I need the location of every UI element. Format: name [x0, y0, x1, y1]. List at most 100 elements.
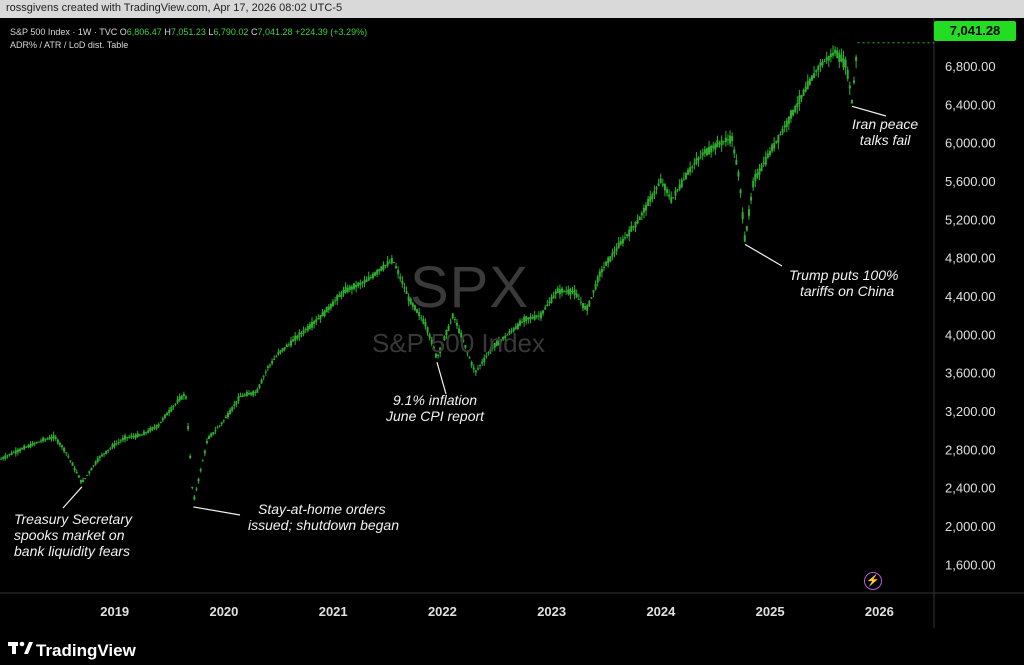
candle-body — [481, 361, 484, 364]
price-chart[interactable]: 6,800.00 6,400.00 6,000.00 5,600.00 5,200.00… — [0, 18, 1024, 628]
candle-body — [701, 152, 704, 156]
candle-body — [827, 55, 830, 61]
candle-body — [783, 125, 786, 128]
candle-body — [731, 136, 734, 142]
candle-body — [651, 193, 654, 200]
candle-body — [609, 256, 612, 262]
candle-body — [439, 347, 442, 354]
candle-body — [514, 326, 517, 330]
x-tick-label: 2022 — [428, 604, 457, 619]
candle-body — [586, 305, 589, 311]
candle-body — [460, 332, 463, 338]
candle-body — [231, 407, 234, 411]
annotation-line: June CPI report — [386, 408, 485, 424]
candle-body — [523, 316, 526, 323]
candle-body — [161, 418, 164, 421]
x-tick-label: 2024 — [646, 604, 676, 619]
flash-icon[interactable]: ⚡ — [864, 572, 882, 590]
candle-body — [216, 427, 219, 429]
candle-body — [140, 434, 143, 436]
candle-body — [596, 276, 599, 283]
candle-body — [594, 283, 597, 290]
candle-body — [153, 427, 156, 429]
candle-body — [735, 160, 738, 165]
candle-body — [579, 301, 582, 303]
candle-body — [401, 280, 404, 284]
candle-body — [418, 312, 421, 317]
indicator-label[interactable]: ADR% / ATR / LoD dist. Table — [10, 40, 129, 50]
candle-body — [605, 261, 608, 266]
candle-body — [426, 327, 429, 333]
candle-body — [729, 135, 732, 144]
candle-body — [4, 455, 7, 459]
candle-body — [311, 321, 314, 328]
candle-body — [98, 456, 101, 459]
candle-body — [90, 467, 93, 471]
watermark-name: S&P 500 Index — [372, 328, 545, 358]
candle-body — [529, 316, 532, 319]
candle-body — [661, 183, 664, 186]
annotation-2026: Iran peace talks fail — [852, 116, 918, 148]
candle-body — [382, 264, 385, 270]
candle-body — [226, 412, 229, 418]
candle-body — [550, 297, 553, 303]
candle-body — [802, 89, 805, 96]
candle-body — [823, 61, 826, 63]
candle-body — [10, 452, 13, 455]
high-value: 7,051.23 — [170, 27, 206, 37]
candle-body — [21, 447, 24, 450]
candle-body — [775, 140, 778, 143]
candle-body — [527, 317, 530, 320]
candle-body — [315, 319, 318, 323]
candle-body — [747, 209, 750, 217]
candle-body — [567, 289, 570, 294]
candle-body — [741, 212, 744, 220]
candle-body — [508, 331, 511, 335]
y-tick-label: 4,400.00 — [945, 289, 996, 304]
candle-body — [645, 204, 648, 211]
candle-body — [189, 455, 192, 459]
candle-body — [722, 141, 725, 143]
y-tick-label: 3,600.00 — [945, 366, 996, 381]
candle-body — [75, 472, 78, 474]
candle-body — [71, 462, 74, 466]
candle-body — [504, 335, 507, 339]
candle-body — [100, 454, 103, 457]
candle-body — [321, 312, 324, 317]
candle-body — [424, 322, 427, 327]
candle-body — [56, 439, 59, 444]
candle-body — [69, 460, 72, 462]
candle-body — [285, 344, 288, 348]
candle-body — [319, 315, 322, 320]
y-tick-label: 5,200.00 — [945, 212, 996, 227]
candle-body — [670, 197, 673, 203]
candle-body — [239, 396, 242, 398]
candle-body — [334, 300, 337, 302]
candle-body — [428, 334, 431, 339]
x-tick-label: 2020 — [209, 604, 238, 619]
candle-body — [380, 266, 383, 271]
candle-body — [159, 421, 162, 424]
candle-body — [149, 427, 152, 432]
candle-body — [23, 445, 26, 450]
candle-body — [678, 184, 681, 190]
candle-body — [817, 66, 820, 71]
candle-body — [109, 448, 112, 450]
candle-body — [103, 453, 106, 455]
candle-body — [781, 128, 784, 134]
candle-body — [468, 357, 471, 359]
candle-body — [584, 306, 587, 310]
candle-body — [176, 399, 179, 403]
candle-body — [395, 266, 398, 268]
candle-body — [773, 142, 776, 149]
candle-body — [621, 238, 624, 244]
x-tick-label: 2019 — [100, 604, 129, 619]
annotation-line: Treasury Secretary — [14, 511, 132, 527]
candle-body — [279, 350, 282, 353]
candle-body — [336, 295, 339, 301]
candle-body — [142, 431, 145, 436]
candle-body — [332, 301, 335, 307]
candle-body — [666, 189, 669, 194]
candle-body — [300, 332, 303, 334]
candle-body — [548, 301, 551, 304]
